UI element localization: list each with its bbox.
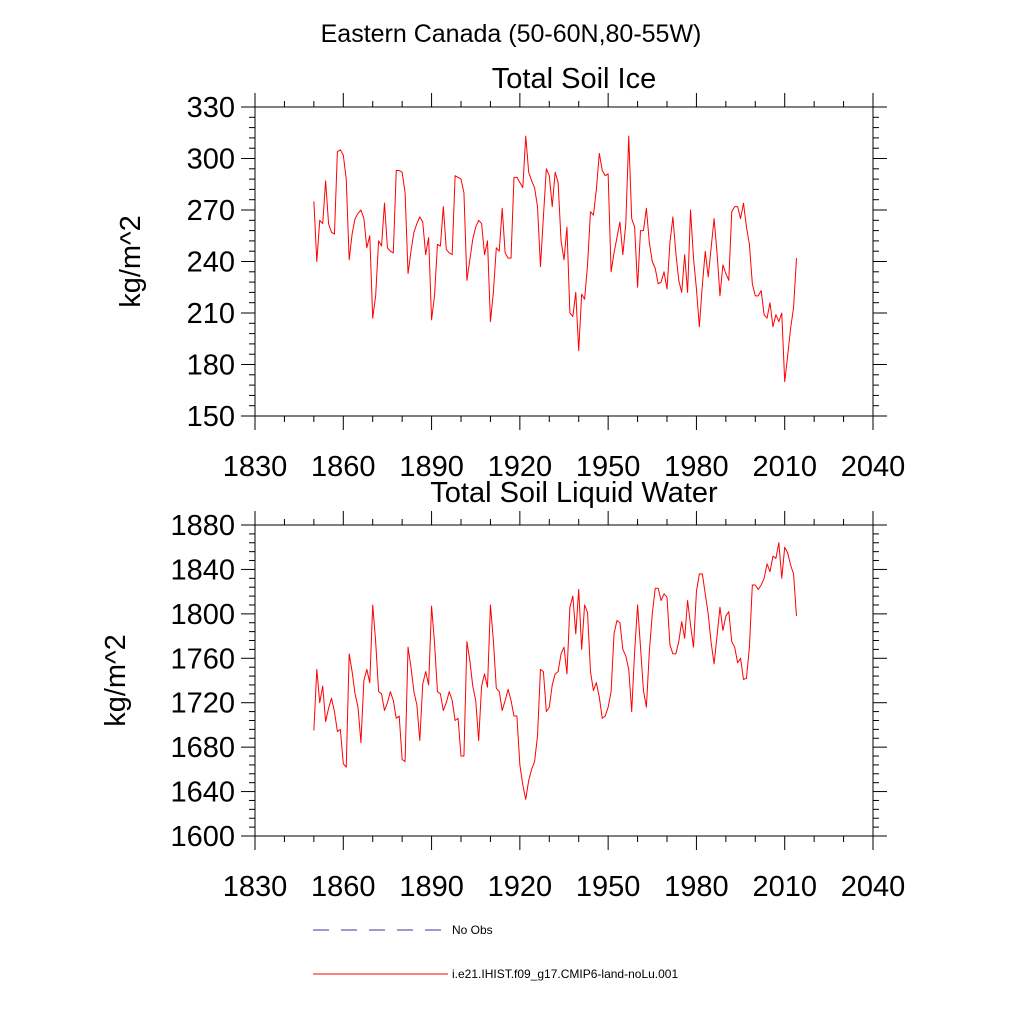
soil-liquid-y-tick-label: 1880: [170, 510, 235, 542]
figure-title: Eastern Canada (50-60N,80-55W): [321, 20, 702, 48]
soil-ice-y-tick-label: 300: [187, 144, 235, 176]
soil-liquid-y-tick-label: 1680: [170, 732, 235, 764]
soil-ice-y-tick-label: 330: [187, 92, 235, 124]
soil-liquid-y-tick-label: 1760: [170, 643, 235, 675]
soil-liquid-title: Total Soil Liquid Water: [430, 477, 718, 509]
soil-liquid-y-tick-label: 1600: [170, 821, 235, 853]
soil-liquid-y-axis-label: kg/m^2: [100, 634, 132, 727]
soil-ice-y-tick-label: 180: [187, 350, 235, 382]
soil-ice-y-tick-label: 240: [187, 247, 235, 279]
soil-liquid-y-tick-label: 1800: [170, 599, 235, 631]
soil-liquid-x-tick-label: 2040: [841, 871, 906, 903]
soil-liquid-y-tick-label: 1640: [170, 777, 235, 809]
soil-liquid-x-tick-label: 1980: [664, 871, 729, 903]
soil-ice-x-tick-label: 2010: [752, 451, 817, 483]
soil-ice-x-tick-label: 1950: [576, 451, 641, 483]
soil-ice-y-tick-label: 210: [187, 298, 235, 330]
soil-ice-plot-frame: [254, 106, 874, 417]
legend-no-obs-label: No Obs: [452, 923, 493, 937]
soil-liquid-x-tick-label: 1830: [223, 871, 288, 903]
soil-liquid-water-panel: Total Soil Liquid Water 1830 1860 1890 1920 1…: [100, 477, 905, 903]
soil-liquid-x-tick-label: 1920: [488, 871, 553, 903]
soil-ice-x-tick-label: 1830: [223, 451, 288, 483]
soil-ice-y-axis-label: kg/m^2: [115, 215, 147, 308]
soil-ice-x-tick-label: 1980: [664, 451, 729, 483]
soil-liquid-x-tick-label: 1890: [399, 871, 464, 903]
soil-ice-panel: Total Soil Ice 1830 1860 1890 1920 1950 1980 20…: [115, 63, 905, 483]
legend: No Obs i.e21.IHIST.f09_g17.CMIP6-land-no…: [313, 923, 678, 981]
soil-liquid-x-tick-label: 2010: [752, 871, 817, 903]
soil-ice-x-tick-label: 1860: [311, 451, 376, 483]
legend-model-label: i.e21.IHIST.f09_g17.CMIP6-land-noLu.001: [452, 967, 678, 981]
soil-liquid-x-tick-label: 1860: [311, 871, 376, 903]
soil-ice-x-tick-label: 2040: [841, 451, 906, 483]
soil-ice-y-tick-label: 150: [187, 401, 235, 433]
soil-ice-x-tick-label: 1890: [399, 451, 464, 483]
soil-liquid-plot-frame: [254, 524, 874, 837]
soil-ice-title: Total Soil Ice: [492, 63, 656, 95]
soil-ice-series-line: [313, 135, 797, 383]
soil-ice-y-tick-label: 270: [187, 195, 235, 227]
soil-liquid-x-tick-label: 1950: [576, 871, 641, 903]
soil-liquid-y-tick-label: 1840: [170, 554, 235, 586]
soil-liquid-y-tick-label: 1720: [170, 688, 235, 720]
soil-liquid-series-line: [313, 542, 797, 800]
soil-ice-x-tick-label: 1920: [488, 451, 553, 483]
